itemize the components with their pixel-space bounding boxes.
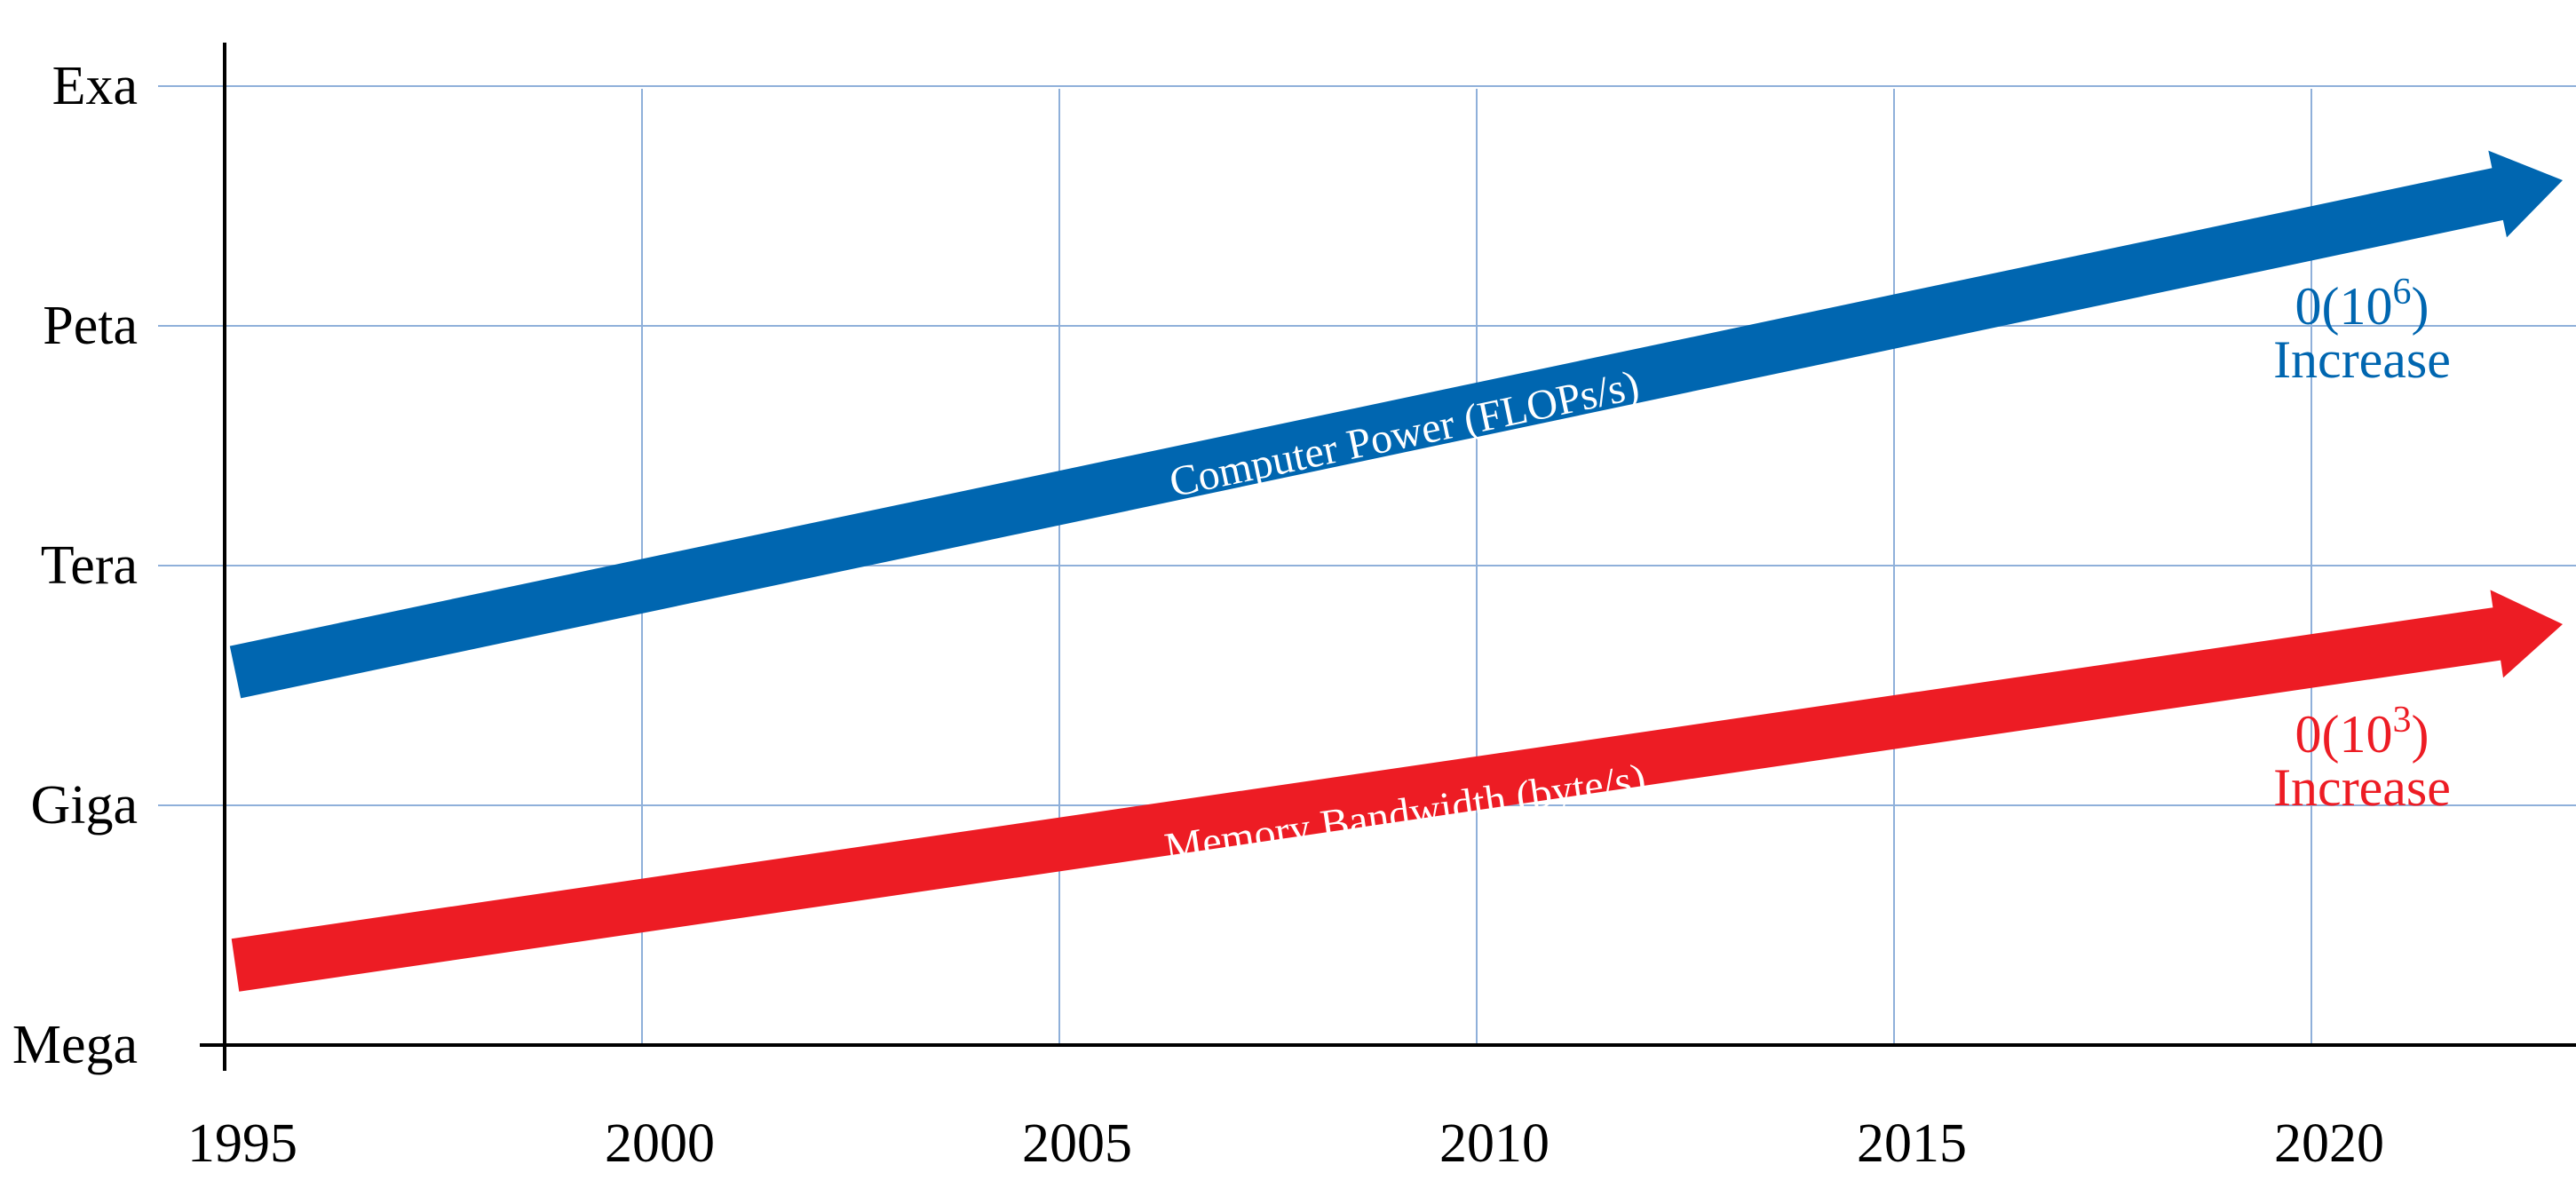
series-arrows: Computer Power (FLOPs/s)Memory Bandwidth…	[229, 150, 2564, 992]
computer-power-increase-word: Increase	[2273, 330, 2451, 389]
y-tick-label: Tera	[41, 535, 138, 596]
memory-bandwidth-increase-word: Increase	[2273, 758, 2451, 817]
axes	[200, 43, 2576, 1071]
computer-power-arrow	[229, 150, 2563, 699]
memory-bandwidth-arrow	[231, 590, 2564, 992]
x-tick-label: 1995	[187, 1113, 297, 1174]
tick-labels: Mega Giga Tera Peta Exa 1995 2000 2005 2010 2015 2…	[12, 56, 2451, 1174]
x-tick-label: 2015	[1857, 1113, 1967, 1174]
x-tick-label: 2020	[2274, 1113, 2384, 1174]
x-tick-label: 2010	[1439, 1113, 1550, 1174]
memory-bandwidth-increase-order: 0(103)	[2295, 700, 2429, 764]
y-tick-label: Exa	[52, 56, 138, 116]
x-tick-label: 2005	[1022, 1113, 1132, 1174]
x-tick-label: 2000	[605, 1113, 715, 1174]
y-tick-label: Peta	[43, 296, 138, 356]
y-tick-label: Mega	[12, 1015, 138, 1075]
computer-power-increase-order: 0(106)	[2295, 272, 2429, 336]
y-tick-label: Giga	[30, 775, 138, 836]
